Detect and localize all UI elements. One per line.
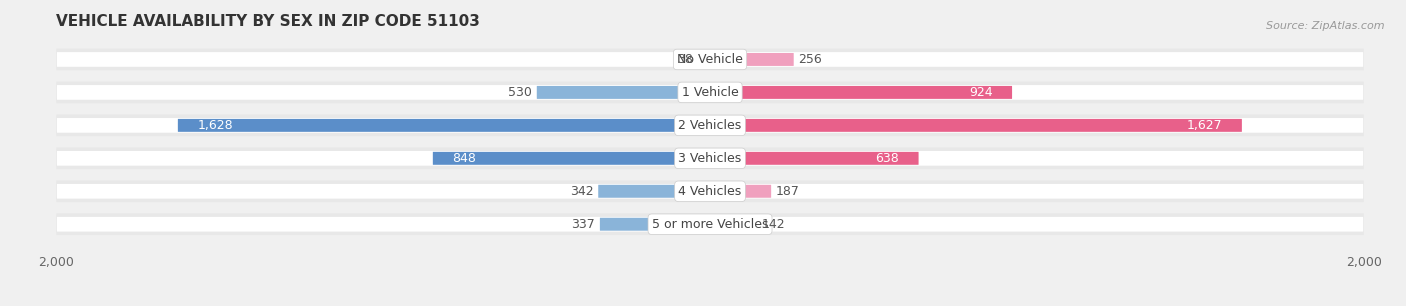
FancyBboxPatch shape: [56, 213, 1364, 235]
Text: 38: 38: [676, 53, 693, 66]
Text: 187: 187: [776, 185, 800, 198]
FancyBboxPatch shape: [537, 86, 710, 99]
FancyBboxPatch shape: [710, 218, 756, 231]
Text: 142: 142: [762, 218, 785, 231]
Text: 638: 638: [875, 152, 898, 165]
FancyBboxPatch shape: [56, 52, 1364, 67]
FancyBboxPatch shape: [710, 185, 770, 198]
Text: 3 Vehicles: 3 Vehicles: [679, 152, 741, 165]
Text: Source: ZipAtlas.com: Source: ZipAtlas.com: [1267, 21, 1385, 32]
Text: 342: 342: [569, 185, 593, 198]
FancyBboxPatch shape: [56, 81, 1364, 103]
FancyBboxPatch shape: [56, 184, 1364, 199]
FancyBboxPatch shape: [697, 53, 710, 66]
FancyBboxPatch shape: [56, 147, 1364, 169]
Text: 924: 924: [969, 86, 993, 99]
FancyBboxPatch shape: [56, 49, 1364, 70]
Text: 337: 337: [571, 218, 595, 231]
Text: 848: 848: [453, 152, 477, 165]
Text: 1,627: 1,627: [1187, 119, 1222, 132]
FancyBboxPatch shape: [56, 151, 1364, 166]
FancyBboxPatch shape: [598, 185, 710, 198]
Text: 1 Vehicle: 1 Vehicle: [682, 86, 738, 99]
FancyBboxPatch shape: [56, 118, 1364, 133]
FancyBboxPatch shape: [710, 152, 918, 165]
FancyBboxPatch shape: [433, 152, 710, 165]
FancyBboxPatch shape: [177, 119, 710, 132]
Text: 5 or more Vehicles: 5 or more Vehicles: [652, 218, 768, 231]
FancyBboxPatch shape: [710, 86, 1012, 99]
Text: 256: 256: [799, 53, 823, 66]
FancyBboxPatch shape: [56, 85, 1364, 100]
Text: 530: 530: [508, 86, 531, 99]
Text: No Vehicle: No Vehicle: [678, 53, 742, 66]
FancyBboxPatch shape: [56, 181, 1364, 202]
Text: 1,628: 1,628: [197, 119, 233, 132]
FancyBboxPatch shape: [710, 119, 1241, 132]
FancyBboxPatch shape: [56, 217, 1364, 232]
FancyBboxPatch shape: [56, 114, 1364, 136]
Text: 2 Vehicles: 2 Vehicles: [679, 119, 741, 132]
Text: 4 Vehicles: 4 Vehicles: [679, 185, 741, 198]
FancyBboxPatch shape: [600, 218, 710, 231]
Text: VEHICLE AVAILABILITY BY SEX IN ZIP CODE 51103: VEHICLE AVAILABILITY BY SEX IN ZIP CODE …: [56, 13, 479, 28]
FancyBboxPatch shape: [710, 53, 794, 66]
